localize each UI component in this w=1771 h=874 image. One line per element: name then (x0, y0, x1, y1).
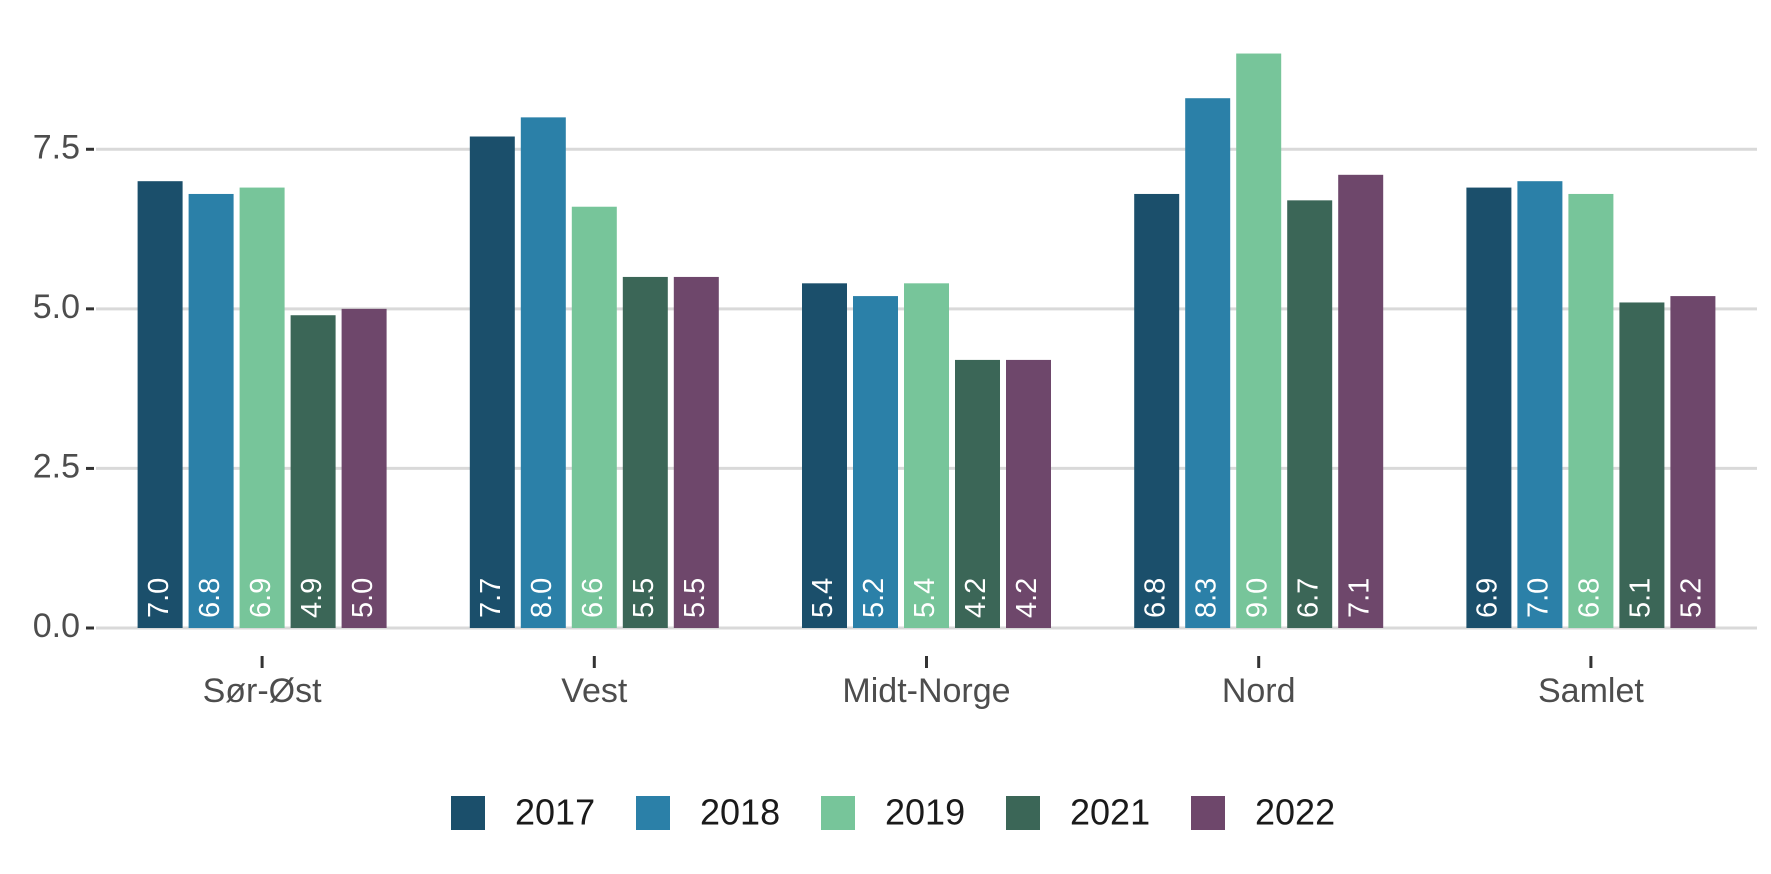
value-label: 5.4 (909, 578, 941, 618)
bar (1338, 174, 1384, 628)
legend-swatch (1006, 796, 1040, 830)
value-label: 7.1 (1343, 578, 1375, 618)
value-label: 5.4 (807, 578, 839, 618)
value-label: 5.0 (347, 578, 379, 618)
bar (622, 276, 668, 628)
legend-label: 2018 (700, 792, 780, 833)
bar (341, 308, 387, 628)
value-label: 5.1 (1625, 578, 1657, 618)
bar (853, 296, 898, 628)
x-tick-label: Midt-Norge (842, 672, 1010, 710)
value-label: 6.9 (245, 578, 277, 618)
value-label: 5.5 (679, 578, 711, 618)
x-tick-label: Sør-Øst (203, 672, 323, 710)
value-label: 4.2 (1011, 578, 1043, 618)
bar (1466, 187, 1512, 628)
value-label: 5.2 (1676, 578, 1708, 618)
value-label: 6.8 (194, 578, 226, 618)
bar (137, 181, 183, 629)
bar (673, 276, 719, 628)
bar (1236, 53, 1282, 628)
bar (1134, 193, 1180, 628)
legend-label: 2021 (1070, 792, 1150, 833)
value-label: 6.8 (1574, 578, 1606, 618)
x-tick-label: Vest (561, 672, 628, 710)
bar (1517, 181, 1563, 629)
bar (239, 187, 285, 628)
bar (1287, 200, 1333, 628)
y-tick-label: 2.5 (33, 447, 80, 485)
value-label: 8.3 (1190, 578, 1222, 618)
x-tick-label: Nord (1222, 672, 1296, 710)
y-tick-label: 5.0 (33, 288, 80, 326)
bar (904, 283, 949, 628)
value-label: 6.6 (577, 578, 609, 618)
value-label: 5.5 (628, 578, 660, 618)
value-label: 7.0 (1523, 578, 1555, 618)
bar (520, 117, 566, 629)
legend-swatch (821, 796, 855, 830)
bar (1006, 359, 1051, 628)
y-tick-label: 0.0 (33, 607, 80, 645)
y-tick-label: 7.5 (33, 128, 80, 166)
value-label: 7.0 (143, 578, 175, 618)
legend-swatch (636, 796, 670, 830)
legend-label: 2019 (885, 792, 965, 833)
value-label: 4.2 (960, 578, 992, 618)
x-tick-label: Samlet (1538, 672, 1644, 710)
bar (1568, 193, 1614, 628)
legend-label: 2022 (1255, 792, 1335, 833)
value-label: 6.9 (1472, 578, 1504, 618)
legend-label: 2017 (515, 792, 595, 833)
bar (802, 283, 847, 628)
value-label: 9.0 (1241, 578, 1273, 618)
bar (1185, 98, 1231, 628)
bar (469, 136, 515, 629)
value-label: 5.2 (858, 578, 890, 618)
value-label: 4.9 (296, 578, 328, 618)
value-label: 7.7 (475, 578, 507, 618)
bar (571, 206, 617, 629)
bar (1619, 302, 1665, 628)
legend-swatch (451, 796, 485, 830)
legend-swatch (1191, 796, 1225, 830)
value-label: 8.0 (526, 578, 558, 618)
value-label: 6.8 (1139, 578, 1171, 618)
bar (1670, 296, 1716, 628)
bar (290, 315, 336, 628)
bar (188, 193, 234, 628)
value-label: 6.7 (1292, 578, 1324, 618)
bar (955, 359, 1000, 628)
